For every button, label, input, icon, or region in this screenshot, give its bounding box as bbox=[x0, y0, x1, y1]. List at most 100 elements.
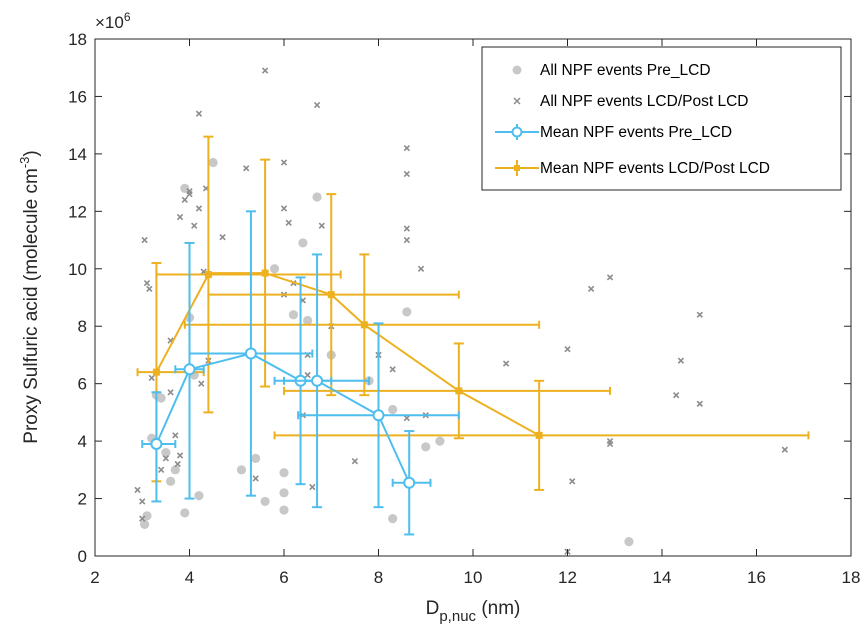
data-point-post-scatter bbox=[174, 460, 181, 468]
data-point-post-scatter bbox=[186, 188, 193, 195]
y-tick-label: 0 bbox=[78, 547, 87, 566]
pre-mean-point bbox=[372, 409, 385, 422]
post-mean-point bbox=[327, 291, 335, 299]
data-point-pre-scatter bbox=[236, 465, 247, 475]
legend-item-post-mean: Mean NPF events LCD/Post LCD bbox=[495, 160, 770, 177]
post-mean-point bbox=[535, 431, 543, 439]
data-point-pre-scatter bbox=[161, 448, 171, 458]
data-point-pre-scatter bbox=[435, 436, 445, 446]
data-point-post-scatter bbox=[198, 380, 205, 387]
data-point-post-scatter bbox=[261, 67, 269, 74]
data-point-pre-scatter bbox=[260, 496, 270, 507]
data-point-post-scatter bbox=[141, 236, 148, 244]
data-point-post-scatter bbox=[195, 205, 203, 212]
data-point-post-scatter bbox=[191, 222, 198, 229]
data-point-post-scatter bbox=[403, 170, 411, 178]
pre-mean-point bbox=[150, 437, 163, 450]
legend-marker-pre-scatter bbox=[512, 65, 522, 75]
legend-box bbox=[481, 46, 842, 191]
y-tick-label: 12 bbox=[68, 202, 87, 221]
data-point-pre-scatter bbox=[624, 537, 634, 547]
data-point-pre-scatter bbox=[194, 491, 204, 501]
data-point-pre-scatter bbox=[142, 511, 152, 521]
data-point-pre-scatter bbox=[279, 488, 289, 498]
mean-series-layer bbox=[136, 135, 810, 536]
legend-label-post-mean: Mean NPF events LCD/Post LCD bbox=[540, 160, 770, 177]
data-point-post-scatter bbox=[139, 515, 146, 522]
legend-label-pre-mean: Mean NPF events Pre_LCD bbox=[540, 124, 732, 141]
x-tick-label: 18 bbox=[842, 568, 861, 587]
x-tick-label: 12 bbox=[558, 568, 577, 587]
data-point-pre-scatter bbox=[288, 310, 299, 320]
data-point-post-scatter bbox=[146, 285, 153, 293]
data-point-post-scatter bbox=[417, 265, 425, 272]
legend-marker-post-mean bbox=[514, 165, 520, 171]
y-tick-label: 4 bbox=[78, 432, 87, 451]
data-point-pre-scatter bbox=[388, 514, 398, 524]
legend-item-post-scatter: All NPF events LCD/Post LCD bbox=[513, 93, 748, 110]
data-point-post-scatter bbox=[606, 440, 614, 448]
data-point-pre-scatter bbox=[166, 476, 176, 486]
pre-mean-point bbox=[183, 363, 196, 376]
legend-marker-pre-mean bbox=[511, 126, 523, 138]
data-point-post-scatter bbox=[162, 455, 170, 462]
pre-mean-point bbox=[311, 374, 324, 387]
legend-label-post-scatter: All NPF events LCD/Post LCD bbox=[540, 93, 748, 110]
data-point-post-scatter bbox=[172, 432, 179, 439]
data-point-post-scatter bbox=[696, 400, 703, 407]
data-point-post-scatter bbox=[403, 414, 411, 422]
data-point-post-scatter bbox=[176, 452, 184, 459]
data-point-post-scatter bbox=[389, 366, 396, 373]
data-point-post-scatter bbox=[181, 196, 188, 204]
pre-mean-point bbox=[244, 347, 257, 360]
data-point-post-scatter bbox=[134, 486, 141, 494]
legend: All NPF events Pre_LCD All NPF events LC… bbox=[481, 46, 842, 191]
data-point-post-scatter bbox=[403, 236, 411, 244]
data-point-post-scatter bbox=[157, 466, 165, 473]
data-point-post-scatter bbox=[148, 374, 155, 382]
data-point-pre-scatter bbox=[140, 519, 150, 530]
data-point-post-scatter bbox=[280, 159, 288, 166]
data-point-post-scatter bbox=[309, 483, 316, 491]
data-point-post-scatter bbox=[219, 234, 226, 241]
legend-label-pre-scatter: All NPF events Pre_LCD bbox=[540, 62, 711, 79]
data-point-pre-scatter bbox=[421, 442, 431, 452]
pre-mean-point bbox=[403, 476, 416, 489]
x-tick-label: 8 bbox=[374, 568, 383, 587]
data-point-pre-scatter bbox=[156, 393, 166, 403]
y-axis-label: Proxy Sulfuric acid (molecule cm-3) bbox=[17, 150, 42, 443]
data-point-pre-scatter bbox=[279, 468, 289, 478]
y-tick-label: 16 bbox=[68, 87, 87, 106]
y-exponent: ×106 bbox=[95, 10, 131, 32]
data-point-post-scatter bbox=[139, 498, 146, 505]
data-point-post-scatter bbox=[318, 222, 325, 229]
data-point-pre-scatter bbox=[269, 264, 280, 274]
data-point-pre-scatter bbox=[170, 465, 180, 475]
data-point-post-scatter bbox=[502, 360, 510, 367]
y-tick-label: 14 bbox=[68, 145, 87, 164]
data-point-pre-scatter bbox=[388, 404, 398, 415]
x-tick-label: 14 bbox=[653, 568, 672, 587]
data-point-post-scatter bbox=[351, 458, 359, 465]
data-point-pre-scatter bbox=[180, 508, 190, 518]
x-axis-label: Dp,nuc (nm) bbox=[426, 598, 521, 625]
data-point-post-scatter bbox=[403, 144, 411, 152]
x-tick-label: 16 bbox=[747, 568, 766, 587]
data-point-post-scatter bbox=[167, 389, 174, 396]
x-tick-label: 6 bbox=[279, 568, 288, 587]
x-tick-label: 4 bbox=[185, 568, 194, 587]
data-point-pre-scatter bbox=[312, 192, 322, 202]
data-point-post-scatter bbox=[176, 213, 184, 221]
data-point-pre-scatter bbox=[303, 315, 313, 326]
data-point-post-scatter bbox=[587, 285, 595, 293]
y-tick-label: 2 bbox=[78, 490, 87, 509]
data-point-pre-scatter bbox=[402, 307, 412, 317]
data-point-pre-scatter bbox=[208, 157, 218, 168]
data-point-post-scatter bbox=[280, 205, 288, 212]
x-tick-label: 10 bbox=[464, 568, 483, 587]
data-point-pre-scatter bbox=[180, 183, 190, 193]
data-point-pre-scatter bbox=[298, 238, 308, 248]
data-point-post-scatter bbox=[781, 446, 789, 453]
y-tick-label: 8 bbox=[78, 317, 87, 336]
